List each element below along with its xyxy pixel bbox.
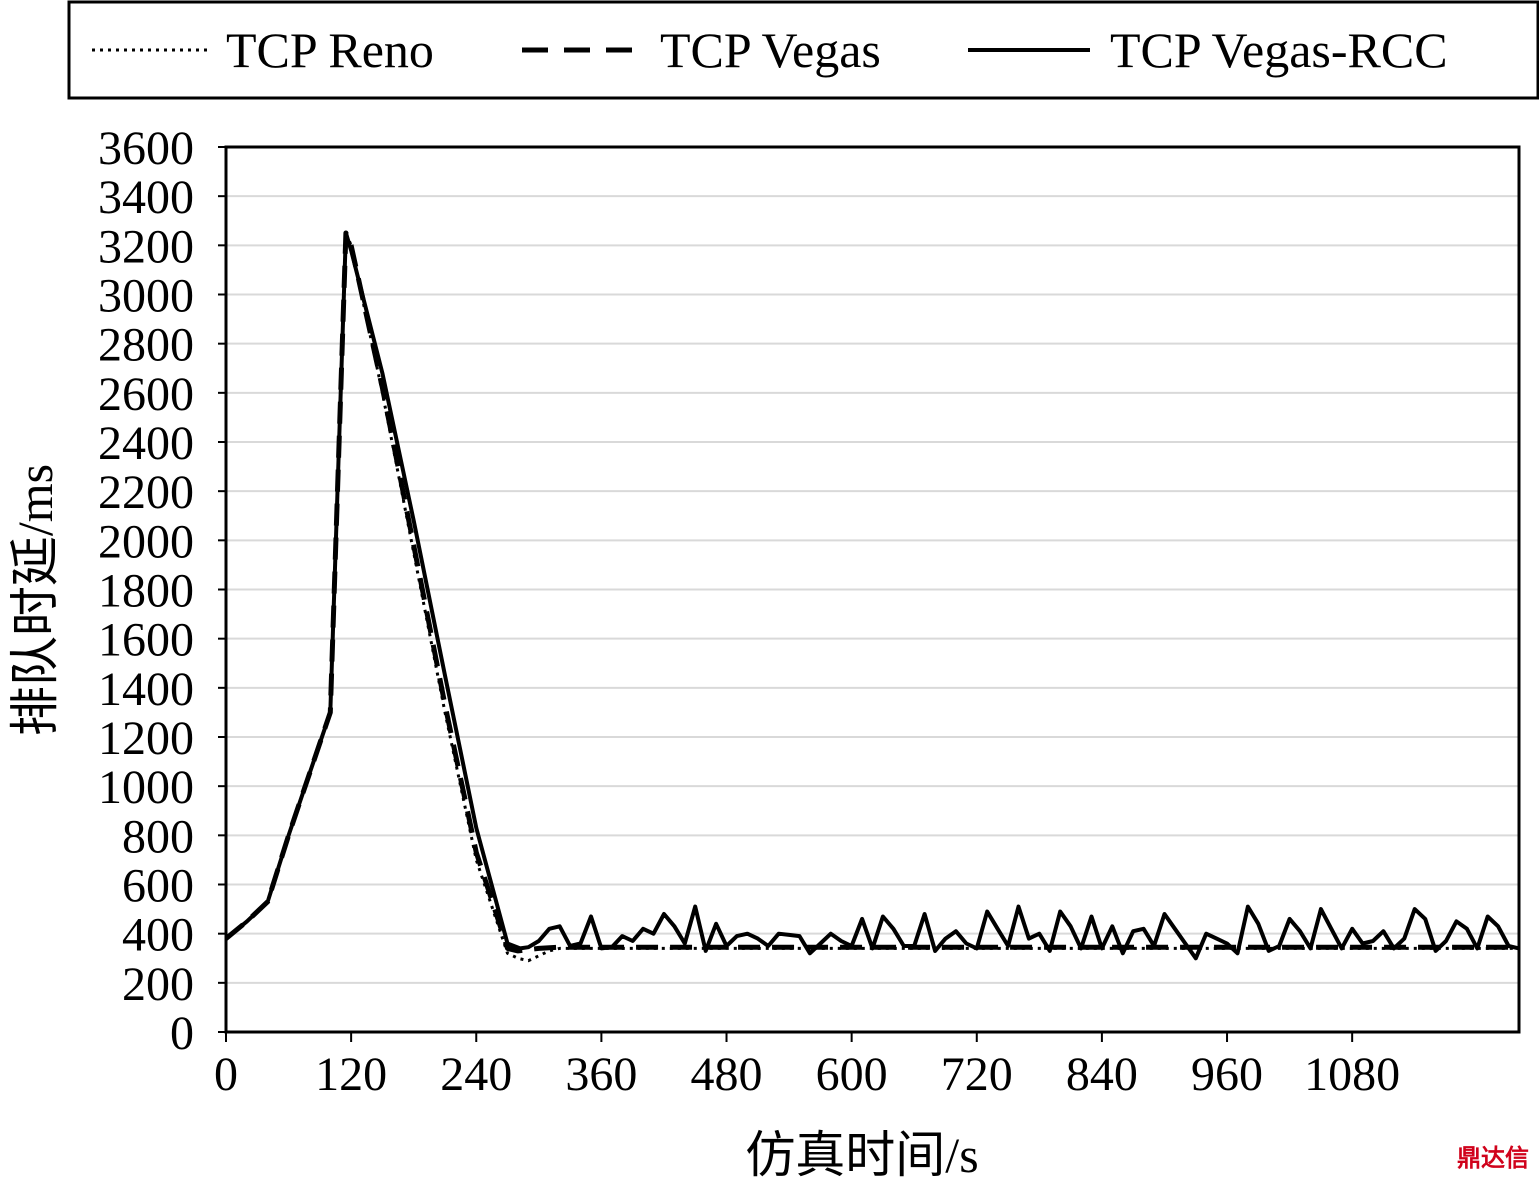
y-tick-label: 2200 xyxy=(98,466,194,519)
x-tick-label: 240 xyxy=(440,1048,512,1101)
y-tick-label: 2000 xyxy=(98,515,194,568)
series-line-tcp-vegas xyxy=(224,230,1519,954)
x-tick-label: 120 xyxy=(315,1048,387,1101)
series-group xyxy=(224,230,1520,963)
y-tick-label: 3600 xyxy=(98,122,194,175)
y-tick-label: 3400 xyxy=(98,171,194,224)
legend-label-reno: TCP Reno xyxy=(226,22,434,78)
x-tick-label: 960 xyxy=(1191,1048,1263,1101)
y-tick-label: 800 xyxy=(122,810,194,863)
x-axis-label: 仿真时间/s xyxy=(745,1127,978,1181)
y-tick-label: 0 xyxy=(170,1007,194,1060)
legend-box xyxy=(67,0,1539,100)
y-tick-label: 2800 xyxy=(98,319,194,372)
y-tick-label: 3000 xyxy=(98,270,194,323)
y-tick-label: 3200 xyxy=(98,220,194,273)
y-tick-label: 200 xyxy=(122,958,194,1011)
legend-label-vegas: TCP Vegas xyxy=(660,22,881,78)
y-axis-label: 排队时延/ms xyxy=(7,464,63,736)
y-tick-label: 1800 xyxy=(98,565,194,618)
y-tick-label: 1200 xyxy=(98,712,194,765)
y-tick-label: 400 xyxy=(122,909,194,962)
y-tick-label: 2400 xyxy=(98,417,194,470)
x-tick-label: 1080 xyxy=(1304,1048,1400,1101)
legend: TCP Reno TCP Vegas TCP Vegas-RCC xyxy=(67,0,1539,100)
x-tick-label: 0 xyxy=(214,1048,238,1101)
x-tick-label: 600 xyxy=(816,1048,888,1101)
gridlines xyxy=(226,195,1519,984)
y-tick-label: 1600 xyxy=(98,614,194,667)
x-axis-ticks: 0 120 240 360 480 600 720 840 960 1080 xyxy=(214,1032,1400,1101)
watermark-logo: 鼎达信 xyxy=(1457,1144,1529,1172)
y-tick-label: 600 xyxy=(122,860,194,913)
series-line-tcp-vegas-rcc xyxy=(224,231,1520,961)
legend-label-vegas-rcc: TCP Vegas-RCC xyxy=(1110,22,1448,78)
y-tick-label: 1000 xyxy=(98,761,194,814)
x-tick-label: 360 xyxy=(565,1048,637,1101)
y-axis-ticks: 0200400600800100012001400160018002000220… xyxy=(98,122,226,1060)
series-line-tcp-reno xyxy=(225,231,1519,963)
x-tick-label: 840 xyxy=(1066,1048,1138,1101)
y-tick-label: 2600 xyxy=(98,368,194,421)
y-tick-label: 1400 xyxy=(98,663,194,716)
x-tick-label: 480 xyxy=(691,1048,763,1101)
x-tick-label: 720 xyxy=(941,1048,1013,1101)
